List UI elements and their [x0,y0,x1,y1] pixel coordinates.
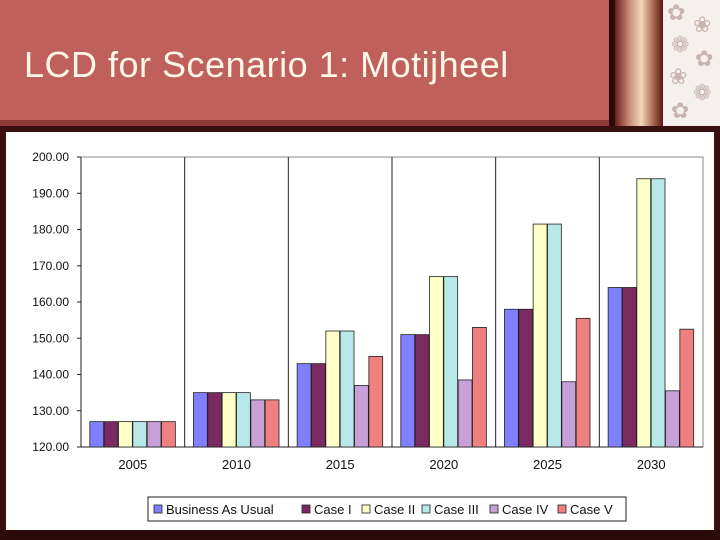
bar [296,363,312,448]
y-tick-label: 140.00 [32,368,69,382]
bar [193,392,208,448]
bar [354,384,369,448]
bar [607,287,623,448]
bar [575,317,591,448]
bottom-strip [0,530,720,540]
bar [665,390,680,448]
x-tick-label: 2030 [637,457,666,472]
y-tick-label: 120.00 [32,440,69,454]
bar [311,363,326,448]
bar-chart: 120.00 130.00 140.00 150.00 160.00 170.00 180.… [32,150,704,522]
legend-swatch [489,504,499,514]
bar [443,276,459,448]
y-tick-label: 130.00 [32,404,69,418]
legend-label: Case III [434,502,479,517]
x-tick-label: 2010 [222,457,251,472]
bar [368,355,384,448]
bar [103,421,119,448]
bar [118,421,133,448]
bar [207,392,223,448]
x-tick-label: 2025 [533,457,562,472]
x-tick-label: 2015 [326,457,355,472]
title-band: LCD for Scenario 1: Motijheel [0,0,615,126]
bar [547,223,562,448]
flower-icon: ❁ [671,32,690,57]
bar [161,421,176,448]
y-tick-label: 190.00 [32,186,69,200]
bar [221,392,237,448]
bar [236,392,251,448]
flower-icon: ❁ [693,80,712,105]
bar [636,178,652,448]
legend-swatch [557,504,567,514]
bar [400,334,416,448]
legend-label: Case I [314,502,352,517]
bar [146,421,162,448]
bar [250,399,266,448]
x-tick-label: 2005 [118,457,147,472]
decorative-stripe [615,0,663,126]
x-tick-label: 2020 [429,457,458,472]
legend-swatch [361,504,371,514]
bar [561,381,577,448]
legend-label: Case II [374,502,415,517]
bar [132,421,148,448]
bar [264,399,280,448]
legend-swatch [153,504,163,514]
bar [414,334,430,448]
legend-swatch [421,504,431,514]
legend-label: Business As Usual [166,502,274,517]
flower-icon: ❀ [693,12,712,37]
bar [325,330,341,448]
bar [429,276,444,448]
y-tick-label: 200.00 [32,150,69,164]
flower-pattern-icon: ✿ ❀ ❁ ✿ ❀ ❁ ✿ [663,0,720,126]
bar [504,308,519,448]
bar [518,308,534,448]
bar [679,328,695,448]
flower-icon: ✿ [667,0,686,25]
y-tick-label: 160.00 [32,295,69,309]
legend-label: Case V [570,502,613,517]
legend-box [147,496,627,522]
y-tick-label: 180.00 [32,223,69,237]
bar [339,330,355,448]
bar [89,421,105,448]
bar [622,287,637,448]
bar [457,379,473,448]
slide-title: LCD for Scenario 1: Motijheel [24,44,509,85]
y-tick-label: 150.00 [32,331,69,345]
flower-icon: ❀ [669,64,688,89]
bar [532,223,548,448]
y-tick-label: 170.00 [32,259,69,273]
legend-swatch [301,504,311,514]
bar [650,178,666,448]
chart-panel: 120.00 130.00 140.00 150.00 160.00 170.00 180.… [6,132,714,530]
flower-icon: ✿ [695,46,714,71]
bar [472,326,487,448]
flower-icon: ✿ [671,98,690,123]
legend-label: Case IV [502,502,549,517]
